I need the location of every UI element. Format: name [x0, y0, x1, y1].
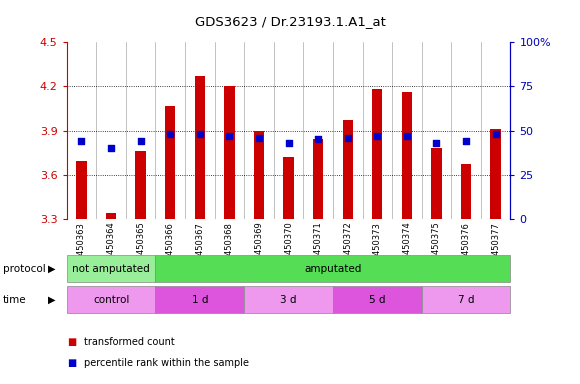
Point: [462, 138, 471, 144]
Bar: [165, 106, 175, 219]
Point: [136, 138, 145, 144]
Point: [77, 138, 86, 144]
Text: 1 d: 1 d: [191, 295, 208, 305]
Text: control: control: [93, 295, 129, 305]
Text: 7 d: 7 d: [458, 295, 474, 305]
Point: [313, 136, 322, 142]
Point: [284, 140, 293, 146]
Text: 3 d: 3 d: [280, 295, 297, 305]
Text: protocol: protocol: [3, 264, 46, 274]
Bar: [136, 151, 146, 219]
Bar: [155, 255, 510, 282]
Bar: [461, 164, 471, 219]
Text: transformed count: transformed count: [84, 337, 175, 347]
Bar: [77, 161, 86, 219]
Point: [224, 133, 234, 139]
Bar: [372, 89, 382, 219]
Bar: [432, 148, 441, 219]
Bar: [333, 286, 422, 313]
Text: ▶: ▶: [49, 295, 56, 305]
Bar: [254, 131, 264, 219]
Point: [195, 131, 204, 137]
Point: [372, 133, 382, 139]
Point: [255, 134, 264, 141]
Text: percentile rank within the sample: percentile rank within the sample: [84, 358, 249, 368]
Point: [166, 131, 175, 137]
Point: [403, 133, 412, 139]
Bar: [155, 286, 244, 313]
Bar: [491, 129, 501, 219]
Point: [491, 131, 500, 137]
Bar: [422, 286, 510, 313]
Bar: [67, 286, 155, 313]
Text: GDS3623 / Dr.23193.1.A1_at: GDS3623 / Dr.23193.1.A1_at: [194, 15, 386, 28]
Bar: [67, 255, 155, 282]
Bar: [244, 286, 333, 313]
Text: ▶: ▶: [49, 264, 56, 274]
Point: [343, 134, 352, 141]
Bar: [402, 92, 412, 219]
Text: not amputated: not amputated: [72, 264, 150, 274]
Point: [432, 140, 441, 146]
Bar: [224, 86, 234, 219]
Bar: [343, 120, 353, 219]
Bar: [313, 139, 323, 219]
Text: ■: ■: [67, 337, 76, 347]
Text: 5 d: 5 d: [369, 295, 386, 305]
Text: ■: ■: [67, 358, 76, 368]
Bar: [195, 76, 205, 219]
Bar: [106, 213, 116, 219]
Text: time: time: [3, 295, 27, 305]
Point: [107, 145, 116, 151]
Bar: [284, 157, 293, 219]
Text: amputated: amputated: [304, 264, 361, 274]
